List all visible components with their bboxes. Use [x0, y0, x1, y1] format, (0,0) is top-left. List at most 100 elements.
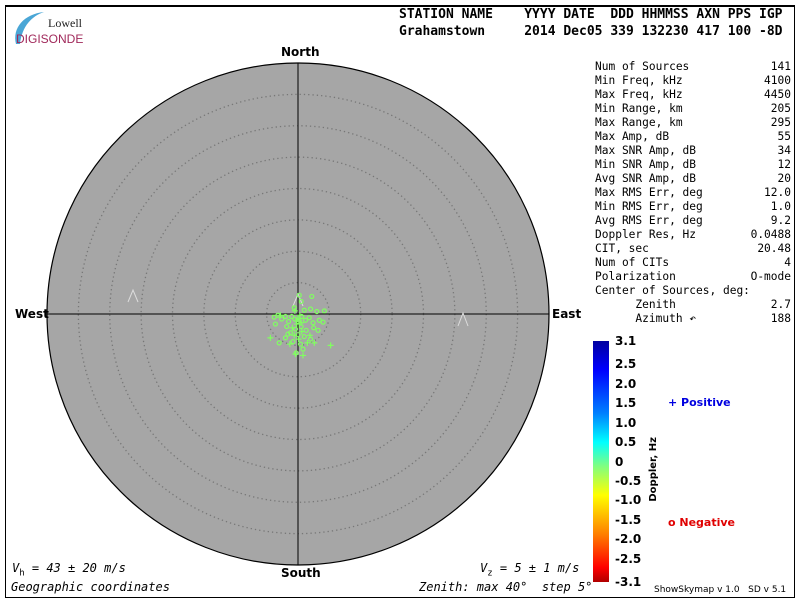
source-point	[296, 292, 302, 298]
stat-row: Zenith 2.7	[595, 298, 791, 312]
legend-positive-label: Positive	[681, 396, 731, 409]
stat-row: Center of Sources, deg:	[595, 284, 791, 298]
source-point	[282, 313, 289, 320]
colorbar-tick-label: 2.5	[615, 357, 637, 372]
source-point	[285, 318, 292, 325]
source-point	[300, 352, 307, 359]
source-point	[301, 307, 307, 313]
vz-readout: Vz = 5 ± 1 m/s	[480, 561, 580, 579]
stat-value: 141	[770, 60, 791, 73]
legend-negative: o Negative	[668, 516, 736, 529]
legend-negative-label: Negative	[679, 516, 736, 529]
stat-value: 4	[784, 256, 791, 269]
source-point	[307, 306, 314, 312]
version-label: ShowSkymap v 1.0 SD v 5.1	[654, 585, 787, 595]
stat-value: 9.2	[770, 214, 791, 227]
source-point	[327, 342, 334, 349]
colorbar-tick-label: -3.1	[615, 575, 642, 589]
stat-label: CIT, sec	[595, 242, 649, 255]
source-point	[297, 341, 304, 347]
colorbar-tick-label: -1.5	[615, 512, 642, 527]
source-point	[289, 324, 296, 331]
zenith-label: Zenith: max 40° step 5°	[419, 580, 593, 594]
frame	[5, 5, 795, 598]
stat-row: Polarization O-mode	[595, 270, 791, 284]
stat-label: Num of Sources	[595, 60, 690, 73]
source-point	[296, 312, 303, 319]
stat-value: 34	[777, 144, 791, 157]
colorbar-tick-label: 1.0	[615, 415, 637, 430]
colorbar-tick-label: -0.5	[615, 473, 642, 488]
stat-row: Doppler Res, Hz 0.0488	[595, 228, 791, 242]
source-point	[292, 326, 299, 332]
stat-label: Max Freq, kHz	[595, 88, 683, 101]
colorbar-label: Doppler, Hz	[648, 437, 659, 502]
colorbar-tick-label: 1.5	[615, 396, 637, 411]
stat-label: Max Amp, dB	[595, 130, 670, 143]
source-point	[267, 334, 274, 341]
stat-row: Max SNR Amp, dB 34	[595, 144, 791, 158]
source-point	[282, 335, 289, 341]
logo-swoosh-icon	[15, 12, 44, 44]
stat-label: Max SNR Amp, dB	[595, 144, 697, 157]
source-point	[287, 330, 294, 336]
source-point	[295, 316, 301, 323]
stat-value: 205	[770, 102, 791, 115]
stat-value: 0.0488	[750, 228, 791, 241]
source-point	[298, 328, 305, 335]
source-point	[309, 293, 315, 300]
stat-label: Polarization	[595, 270, 676, 283]
source-point	[306, 315, 312, 321]
source-point	[291, 332, 298, 339]
stat-value: 20.48	[757, 242, 791, 255]
source-point	[315, 327, 321, 333]
source-point	[277, 312, 284, 319]
stat-value: O-mode	[750, 270, 791, 283]
stat-label: Min RMS Err, deg	[595, 200, 703, 213]
stat-row: Max Amp, dB 55	[595, 130, 791, 144]
source-point	[301, 333, 307, 340]
stat-label: Doppler Res, Hz	[595, 228, 697, 241]
stat-label: Max RMS Err, deg	[595, 186, 703, 199]
marker-icon	[457, 311, 469, 327]
stat-label: Max Range, km	[595, 116, 683, 129]
stat-label: Min Freq, kHz	[595, 74, 683, 87]
logo: Lowell DIGISONDE	[10, 10, 90, 46]
colorbar-tick-label: -2.5	[615, 551, 642, 566]
source-point	[298, 319, 305, 326]
stat-row: Max Range, km 295	[595, 116, 791, 130]
colorbar-tick-label: -2.0	[615, 532, 642, 547]
stat-label: Min Range, km	[595, 102, 683, 115]
source-point	[285, 331, 291, 337]
source-point	[321, 308, 327, 314]
header-values: Grahamstown 2014 Dec05 339 132230 417 10…	[399, 24, 783, 39]
colorbar-tick-label: 2.0	[615, 376, 637, 391]
stat-value: 188	[770, 312, 791, 325]
source-point	[303, 327, 309, 333]
stat-row: Avg RMS Err, deg 9.2	[595, 214, 791, 228]
source-point	[298, 298, 304, 305]
stat-row: Max Freq, kHz 4450	[595, 88, 791, 102]
east-label: East	[552, 307, 582, 321]
header-labels: STATION NAME YYYY DATE DDD HHMMSS AXN PP…	[399, 7, 783, 22]
stat-value: 1.0	[770, 200, 791, 213]
source-point	[306, 332, 313, 339]
north-label: North	[281, 45, 320, 59]
stat-row: Min Range, km 205	[595, 102, 791, 116]
stat-row: Azimuth ↶ 188	[595, 312, 791, 326]
source-point	[295, 336, 302, 343]
source-point	[293, 350, 299, 356]
source-point	[284, 323, 290, 330]
legend-positive: + Positive	[668, 396, 731, 409]
colorbar-tick-label: 3.1	[615, 334, 637, 348]
source-point	[320, 319, 326, 325]
vh-readout: Vh = 43 ± 20 m/s	[12, 561, 126, 579]
source-point	[295, 332, 301, 338]
stat-label: Num of CITs	[595, 256, 670, 269]
stat-row: Min Freq, kHz 4100	[595, 74, 791, 88]
source-point	[286, 341, 293, 348]
stat-value: 2.7	[770, 298, 791, 311]
stat-row: Num of CITs 4	[595, 256, 791, 270]
colorbar-tick-label: 0	[615, 454, 624, 469]
